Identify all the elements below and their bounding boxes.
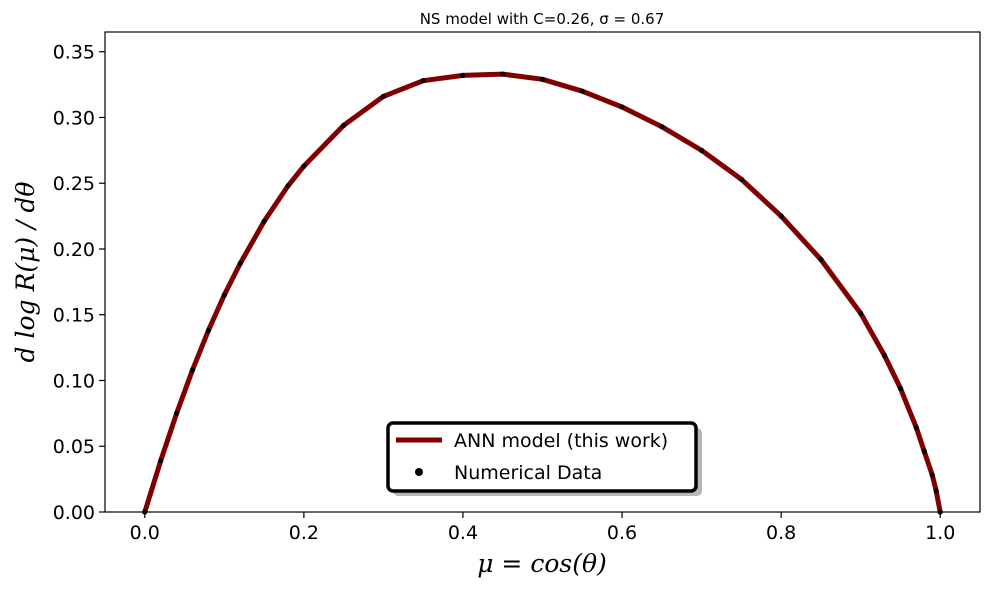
numerical-data-point: [778, 213, 784, 219]
numerical-data-point: [173, 410, 180, 416]
y-tick-label: 0.05: [53, 436, 95, 458]
numerical-data-point: [237, 260, 243, 267]
numerical-data-point: [341, 122, 347, 128]
y-tick-label: 0.35: [53, 42, 95, 64]
numerical-data-point: [738, 176, 744, 182]
numerical-data-point: [858, 310, 864, 317]
x-tick-label: 1.0: [925, 522, 955, 544]
numerical-data-point: [158, 458, 164, 464]
legend-dot-swatch: [415, 468, 423, 476]
numerical-data-point: [460, 72, 466, 78]
numerical-data-point: [261, 218, 267, 224]
chart-title: NS model with C=0.26, σ = 0.67: [420, 10, 665, 28]
x-tick-label: 0.6: [607, 522, 637, 544]
numerical-data-point: [189, 367, 196, 373]
y-tick-label: 0.20: [53, 239, 95, 261]
y-axis: 0.00 0.05 0.10 0.15 0.20 0.25 0.30 0.35: [53, 42, 105, 524]
numerical-data-point: [913, 425, 919, 431]
x-axis: 0.0 0.2 0.4 0.6 0.8 1.0: [130, 512, 955, 544]
numerical-data-point: [921, 448, 927, 455]
numerical-data-point: [881, 352, 888, 359]
numerical-data-point: [221, 292, 227, 298]
x-tick-label: 0.2: [289, 522, 319, 544]
plot-area: [142, 71, 943, 515]
numerical-data-point: [933, 488, 939, 494]
plot-frame: [104, 31, 981, 513]
x-tick-label: 0.0: [130, 522, 160, 544]
y-tick-label: 0.30: [53, 107, 95, 129]
numerical-data-point: [420, 78, 426, 84]
legend-label-ann: ANN model (this work): [454, 430, 668, 452]
numerical-data-point: [285, 183, 291, 189]
y-tick-label: 0.10: [53, 370, 95, 392]
x-axis-label: μ = cos(θ): [477, 549, 607, 578]
y-tick-label: 0.25: [53, 173, 95, 195]
numerical-data-point: [818, 256, 824, 263]
legend: ANN model (this work) Numerical Data: [386, 421, 702, 496]
numerical-data-point: [301, 163, 307, 169]
y-tick-label: 0.15: [53, 305, 95, 327]
numerical-data-point: [500, 71, 506, 77]
x-tick-label: 0.4: [448, 522, 478, 544]
y-axis-label: d log R(μ) / dθ: [11, 182, 40, 363]
numerical-data-point: [205, 327, 212, 334]
numerical-data-point: [539, 76, 546, 82]
numerical-data-point: [579, 88, 585, 94]
numerical-data-point: [380, 93, 387, 100]
y-tick-label: 0.00: [53, 502, 95, 524]
x-tick-label: 0.8: [766, 522, 796, 544]
numerical-data-point: [929, 472, 935, 478]
numerical-data-point: [698, 147, 705, 153]
legend-box: [386, 421, 698, 493]
numerical-data-point: [897, 385, 904, 391]
legend-label-numerical: Numerical Data: [454, 462, 602, 484]
numerical-data-point: [619, 104, 625, 110]
numerical-data-point: [659, 124, 665, 130]
